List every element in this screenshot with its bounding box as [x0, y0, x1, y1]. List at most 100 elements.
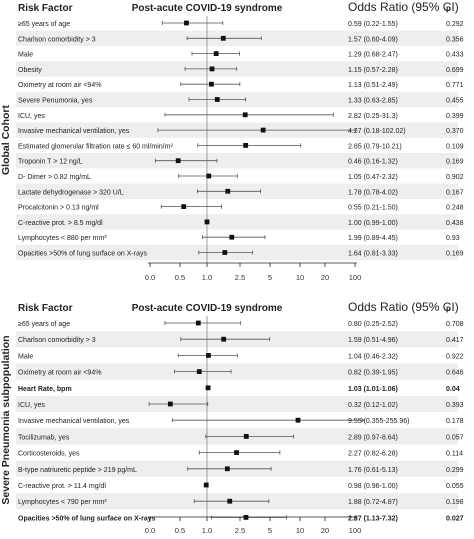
odds-ratio-header: Odds Ratio (95% CI) — [348, 0, 459, 14]
x-tick-label: 1.0 — [202, 526, 212, 535]
point-estimate — [220, 35, 226, 41]
point-estimate — [181, 204, 187, 209]
x-tick-label: 100 — [349, 273, 362, 282]
plot-title: Post-acute COVID-19 syndrome — [132, 3, 283, 14]
point-estimate — [206, 173, 212, 179]
p-value: 0.248 — [446, 205, 464, 212]
x-tick-label: 2.5 — [235, 273, 245, 282]
odds-ratio-value: 0.32 (0.12-1.02) — [348, 402, 398, 409]
row-label: C-reactive prot. > 8.5 mg/dl — [18, 220, 103, 227]
forest-row: Invasive mechanical ventilation, yes 4.27… — [18, 127, 464, 135]
forest-row: ICU, yes 2.82 (0.25-31.3) 0.399 — [18, 112, 464, 120]
odds-ratio-value: 1.64 (0.81-3.33) — [348, 251, 398, 258]
row-label: ≥65 years of age — [18, 321, 70, 328]
point-estimate — [203, 482, 209, 488]
row-stripe — [16, 395, 458, 413]
point-estimate — [222, 250, 228, 255]
p-value-header: p — [446, 304, 451, 313]
odds-ratio-value: 0.82 (0.39-1.95) — [348, 370, 398, 377]
odds-ratio-value: 1.78 (0.78-4.02) — [348, 189, 398, 196]
risk-factor-header: Risk Factor — [18, 303, 73, 314]
row-label: Male — [18, 52, 33, 59]
point-estimate — [234, 450, 239, 455]
point-estimate — [209, 66, 215, 72]
odds-ratio-value: 1.15 (0.57-2.28) — [348, 67, 398, 74]
odds-ratio-value: 1.13 (0.51-2.49) — [348, 82, 398, 89]
odds-ratio-value: 2.87 (1.13-7.32) — [348, 515, 398, 522]
point-estimate — [227, 498, 233, 504]
forest-row: Tocilizumab, yes 2.89 (0.97-8.64) 0.057 — [18, 434, 464, 441]
p-value: 0.169 — [446, 159, 464, 166]
p-value: 0.93 — [446, 235, 460, 242]
x-tick-label: 20 — [321, 526, 329, 535]
p-value: 0.169 — [446, 251, 464, 258]
point-estimate — [204, 219, 210, 225]
point-estimate — [196, 369, 202, 374]
odds-ratio-value: 1.88 (0.72-4.87) — [348, 499, 398, 506]
row-label: ICU, yes — [18, 113, 45, 120]
forest-row: ICU, yes 0.32 (0.12-1.02) 0.393 — [18, 401, 464, 409]
forest-row: Heart Rate, bpm 1.03 (1.01-1.06) 0.04 — [18, 385, 460, 393]
point-estimate — [221, 336, 227, 342]
odds-ratio-value: 9.55 (0.355-255.96) — [348, 418, 410, 425]
p-value: 0.167 — [446, 189, 464, 196]
row-label: ≥65 years of age — [18, 21, 70, 28]
row-label: B-type natriuretic peptide > 219 pg/mL — [18, 467, 137, 474]
x-tick-label: 1.0 — [202, 273, 212, 282]
forest-row: Charlson comorbidity > 3 1.59 (0.51-4.96)… — [18, 336, 464, 344]
p-value: 0.356 — [446, 36, 464, 43]
x-tick-label: 10 — [296, 526, 304, 535]
row-label: Opacities >50% of lung surface on X-rays — [18, 515, 156, 522]
row-label: C-reactive prot. > 11.4 mg/dl — [18, 483, 106, 490]
odds-ratio-value: 0.55 (0.21-1.50) — [348, 205, 398, 212]
point-estimate — [195, 320, 201, 326]
forest-row: Procalcitonin > 0.13 ng/ml 0.55 (0.21-1.5… — [18, 204, 464, 212]
x-tick-label: 20 — [321, 273, 329, 282]
x-tick-label: 0.0 — [145, 273, 155, 282]
plot-title: Post-acute COVID-19 syndrome — [132, 303, 283, 314]
p-value: 0.902 — [446, 174, 464, 181]
forest-row: D- Dimer > 0.82 mg/mL 1.05 (0.47-2.32) 0.9… — [18, 173, 464, 181]
forest-row: C-reactive prot. > 11.4 mg/dl 0.98 (0.96-… — [18, 482, 464, 490]
point-estimate — [295, 417, 301, 423]
odds-ratio-value: 0.46 (0.16-1.32) — [348, 159, 398, 166]
x-tick-label: 10 — [296, 273, 304, 282]
row-label: Obesity — [18, 67, 42, 74]
odds-ratio-value: 1.59 (0.51-4.96) — [348, 337, 398, 344]
odds-ratio-value: 0.80 (0.25-2.52) — [348, 321, 398, 328]
p-value: 0.299 — [446, 467, 464, 474]
forest-row: Male 1.29 (0.68-2.47) 0.433 — [18, 51, 464, 59]
panel-header: Risk Factor Post-acute COVID-19 syndrome O… — [18, 0, 459, 14]
forest-row: Opacities >50% of lung surface on X-rays… — [18, 250, 464, 258]
point-estimate — [225, 188, 231, 194]
p-value: 0.178 — [446, 418, 464, 425]
row-label: Severe Penumonia, yes — [18, 98, 93, 105]
p-value: 0.057 — [446, 434, 464, 441]
p-value: 0.04 — [446, 386, 460, 393]
forest-row: Estimated glomerular filtration rate ≤ 6… — [18, 143, 464, 150]
p-value: 0.292 — [446, 21, 464, 28]
odds-ratio-value: 1.00 (0.99-1.00) — [348, 220, 398, 227]
row-label: Invasive mechanical ventilation, yes — [18, 418, 130, 425]
point-estimate — [214, 97, 220, 102]
odds-ratio-value: 1.03 (1.01-1.06) — [348, 386, 398, 393]
row-label: Lymphocytes < 790 per mm³ — [18, 499, 107, 506]
point-estimate — [167, 401, 173, 407]
forest-row: Opacities >50% of lung surface on X-rays… — [18, 515, 464, 522]
forest-row: Charlson comorbidity > 3 1.57 (0.60-4.09)… — [18, 35, 464, 43]
forest-row: Oximetry at room air <94% 1.13 (0.51-2.49… — [18, 81, 464, 89]
odds-ratio-value: 2.85 (0.79-10.21) — [348, 143, 402, 150]
p-value: 0.114 — [446, 451, 463, 458]
point-estimate — [243, 143, 249, 148]
point-estimate — [213, 51, 219, 56]
p-value: 0.455 — [446, 98, 464, 105]
point-estimate — [243, 434, 249, 439]
x-tick-label: 0.5 — [175, 526, 185, 535]
odds-ratio-value: 2.82 (0.25-31.3) — [348, 113, 398, 120]
odds-ratio-value: 1.99 (0.89-4.45) — [348, 235, 398, 242]
point-estimate — [205, 385, 211, 391]
x-tick-label: 5 — [268, 526, 272, 535]
forest-row: C-reactive prot. > 8.5 mg/dl 1.00 (0.99-1… — [18, 219, 464, 227]
odds-ratio-value: 1.33 (0.63-2.85) — [348, 98, 398, 105]
